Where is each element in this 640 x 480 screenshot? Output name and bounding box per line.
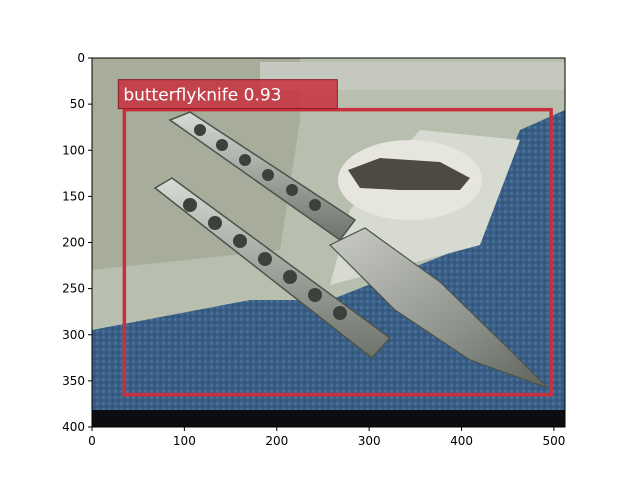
y-tick-label: 350 xyxy=(62,374,85,388)
butterfly-knife xyxy=(153,111,549,389)
y-tick-label: 250 xyxy=(62,282,85,296)
detection-label: butterflyknife 0.93 xyxy=(123,86,281,106)
x-tick-label: 500 xyxy=(542,434,565,448)
detection-layer: butterflyknife 0.93 xyxy=(117,79,553,397)
x-axis: 0 100 200 300 400 500 xyxy=(88,427,565,448)
y-tick-label: 300 xyxy=(62,328,85,342)
y-tick-label: 50 xyxy=(70,97,85,111)
x-tick-label: 0 xyxy=(88,434,96,448)
detection-box xyxy=(122,107,553,397)
y-axis: 0 50 100 150 200 250 300 350 400 xyxy=(62,51,92,434)
y-tick-label: 150 xyxy=(62,189,85,203)
y-tick-label: 0 xyxy=(77,51,85,65)
y-tick-label: 200 xyxy=(62,236,85,250)
y-tick-label: 400 xyxy=(62,420,85,434)
x-tick-label: 100 xyxy=(173,434,196,448)
x-tick-label: 200 xyxy=(265,434,288,448)
x-tick-label: 300 xyxy=(358,434,381,448)
detection-label-background xyxy=(117,79,338,110)
x-tick-label: 400 xyxy=(450,434,473,448)
photo xyxy=(92,58,565,427)
y-tick-label: 100 xyxy=(62,143,85,157)
